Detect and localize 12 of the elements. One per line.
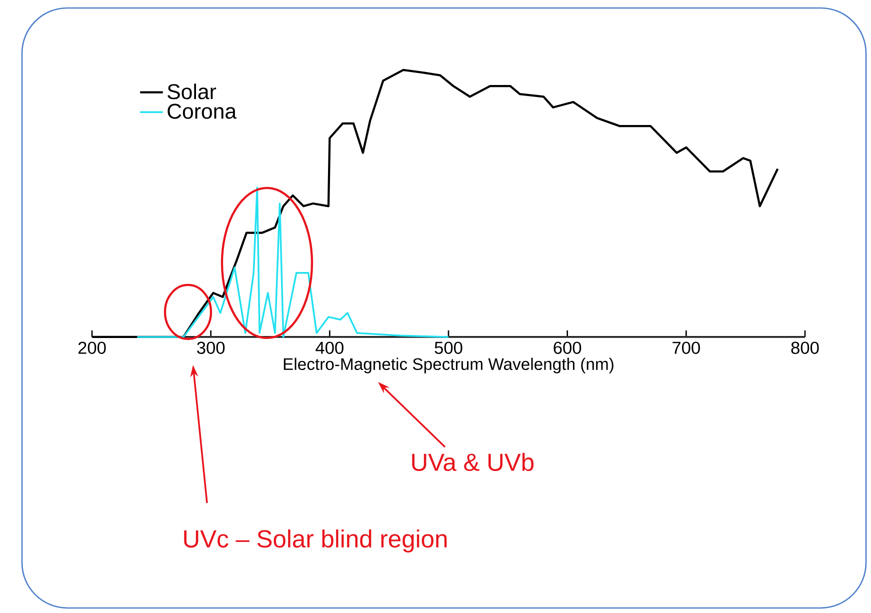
text: UVa & UVb — [412, 452, 534, 472]
legend-label: Solar — [168, 84, 216, 100]
x-axis-title: Electro-Magnetic Spectrum Wavelength (nm) — [284, 358, 614, 374]
x-tick-label: 600 — [554, 342, 582, 354]
x-tick-label: 500 — [434, 342, 462, 354]
text: UVc – Solar blind region — [184, 529, 447, 552]
legend-label: Corona — [168, 104, 237, 119]
x-tick-label: 700 — [672, 342, 700, 354]
x-tick-label: 800 — [791, 342, 819, 354]
x-tick-label: 400 — [316, 342, 344, 354]
x-tick-label: 200 — [78, 342, 106, 354]
x-tick-label: 300 — [197, 342, 225, 354]
